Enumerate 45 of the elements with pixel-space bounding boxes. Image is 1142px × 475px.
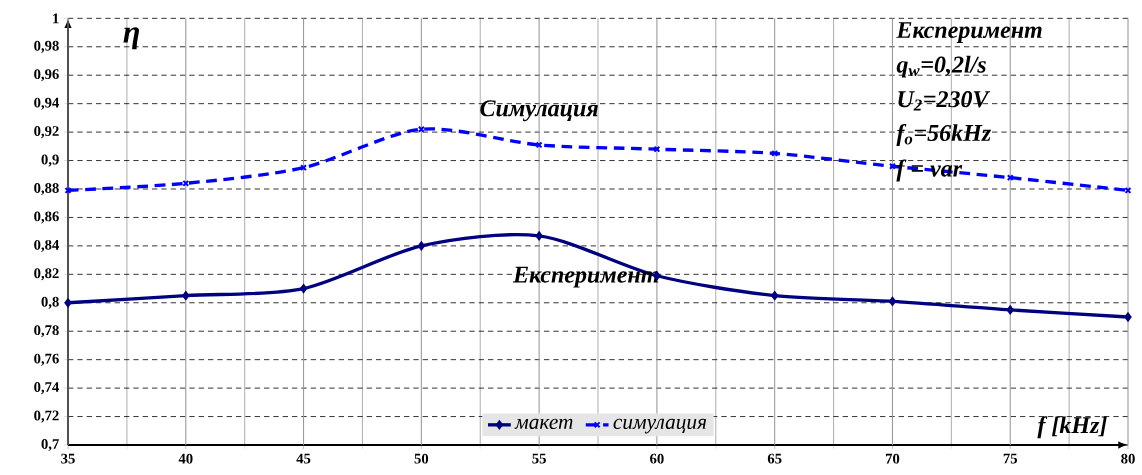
y-axis-title: η: [123, 27, 139, 50]
x-tick-label: 70: [885, 453, 900, 464]
y-tick-label: 0,88: [34, 182, 59, 196]
annotation: Симулация: [480, 100, 598, 122]
legend-label: макет: [514, 418, 573, 430]
point: [771, 291, 779, 301]
annotation: q$_{w}$=0,2l/s: [896, 55, 986, 78]
x-tick-label: 45: [296, 453, 311, 464]
y-tick-label: 0,72: [34, 410, 59, 423]
y-tick-label: 0,96: [34, 69, 59, 82]
x-tick-label: 65: [767, 453, 782, 464]
annotation: Експеримент: [896, 22, 1042, 43]
point: [1006, 305, 1014, 315]
x-tick-label: 60: [650, 453, 664, 464]
x-tick-label: 80: [1121, 453, 1135, 464]
y-tick-label: 0,8: [41, 296, 59, 309]
x-tick-label: 50: [414, 453, 429, 464]
y-tick-label: 0,94: [34, 97, 59, 110]
x-tick-label: 35: [61, 453, 75, 464]
y-tick-label: 1: [53, 13, 59, 24]
y-tick-label: 0,74: [34, 382, 59, 395]
point: [182, 291, 190, 301]
point: [417, 241, 425, 251]
x-tick-label: 75: [1003, 453, 1018, 464]
y-tick-label: 0,78: [34, 325, 59, 338]
point: [64, 186, 72, 194]
point: [64, 298, 72, 308]
annotation: Експеримент: [512, 266, 659, 288]
annotation: f$_{o}$=56kHz: [896, 123, 992, 146]
point: [299, 284, 308, 294]
point: [888, 296, 897, 306]
y-tick-label: 0,86: [34, 211, 59, 224]
y-tick-label: 0,9: [41, 154, 59, 167]
y-tick-label: 0,82: [34, 268, 59, 281]
y-tick-label: 0,98: [34, 40, 59, 53]
y-tick-label: 0,84: [34, 239, 59, 252]
point: [535, 231, 543, 241]
x-tick-label: 40: [178, 453, 193, 464]
annotation: U$_{2}$=230V: [898, 91, 991, 111]
legend-label: симулация: [613, 418, 707, 434]
y-tick-label: 0,7: [41, 439, 59, 452]
y-tick-label: 0,76: [34, 353, 59, 366]
x-tick-label: 55: [532, 453, 546, 464]
x-axis-title: f [kHz]: [1037, 416, 1107, 439]
y-tick-label: 0,92: [34, 126, 59, 139]
